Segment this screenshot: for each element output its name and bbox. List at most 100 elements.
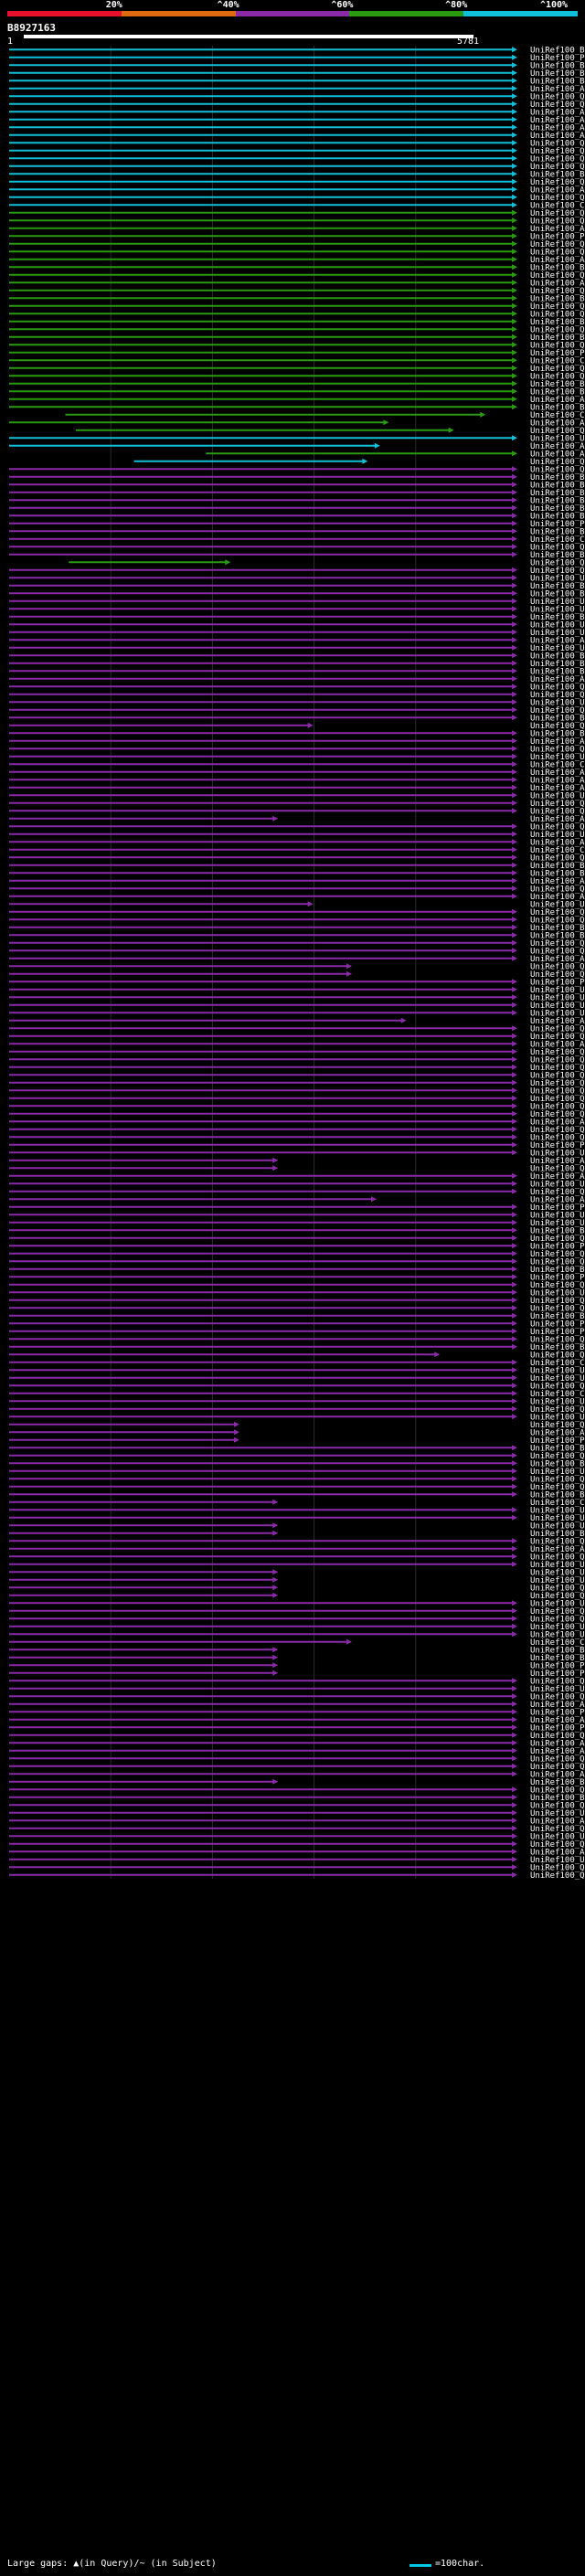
- hit-label-224: UniRef100_Q2EPS9: [530, 1786, 585, 1795]
- hit-label-20: UniRef100_C7L5E7: [530, 201, 585, 210]
- hit-arrow-112: [512, 917, 517, 923]
- hit-27: UniRef100_A2ZCE6: [9, 256, 585, 265]
- identity-bin-label-0: 20%: [105, 0, 122, 10]
- hit-12: UniRef100_Q3ED75: [9, 139, 585, 148]
- hit-arrow-108: [512, 885, 517, 892]
- hit-arrow-77: [512, 644, 517, 651]
- hit-arrow-96: [512, 792, 517, 799]
- hit-106: UniRef100_B0V483: [9, 869, 585, 878]
- hit-5: UniRef100_A9PJ12: [9, 85, 585, 94]
- hit-arrow-149: [512, 1203, 517, 1210]
- hit-arrow-7: [512, 101, 517, 107]
- hit-label-74: UniRef100_UP1000...: [530, 620, 585, 630]
- hit-arrow-18: [512, 186, 517, 193]
- hit-62: UniRef100_B3M733: [9, 527, 585, 536]
- hit-80: UniRef100_B3KQU2: [9, 667, 585, 676]
- hit-label-1: UniRef100_P29828: [530, 54, 585, 63]
- hit-label-77: UniRef100_UP1000...: [530, 644, 585, 653]
- hit-202: UniRef100_Q5C8D0: [9, 1615, 585, 1624]
- hit-arrow-193: [512, 1545, 517, 1552]
- hit-label-7: UniRef100_Q9XF61: [530, 101, 585, 110]
- hit-221: UniRef100_Q4T338: [9, 1763, 585, 1772]
- hit-189: UniRef100_UP1000...: [9, 1514, 585, 1523]
- hit-136: UniRef100_Q3TVM7: [9, 1102, 585, 1111]
- hit-arrow-88: [512, 730, 517, 737]
- hit-label-96: UniRef100_UP1000...: [530, 791, 585, 800]
- hit-111: UniRef100_Q9BPP7: [9, 908, 585, 917]
- hit-label-27: UniRef100_A2ZCE6: [530, 256, 585, 265]
- hit-195: UniRef100_UP1000...: [9, 1561, 585, 1570]
- hit-label-107: UniRef100_A6W7J6: [530, 877, 585, 886]
- hit-arrow-58: [512, 497, 517, 504]
- hit-arrow-51: [374, 442, 380, 449]
- hit-71: UniRef100_UP1000...: [9, 598, 585, 607]
- hit-205: UniRef100_C3YCF8: [9, 1638, 585, 1648]
- hit-arrow-109: [512, 893, 517, 899]
- hit-186: UniRef100_B2KI00: [9, 1490, 585, 1500]
- hit-arrow-173: [512, 1390, 517, 1396]
- hit-arrow-52: [512, 451, 517, 457]
- hit-label-100: UniRef100_Q1HGL1: [530, 822, 585, 832]
- hit-label-189: UniRef100_UP1000...: [530, 1514, 585, 1523]
- hit-42: UniRef100_Q69ST6: [9, 372, 585, 381]
- hit-arrow-100: [512, 823, 517, 830]
- hit-arrow-46: [512, 404, 517, 410]
- hit-140: UniRef100_Q6AT85: [9, 1133, 585, 1142]
- hit-70: UniRef100_B4L127: [9, 589, 585, 599]
- hit-label-110: UniRef100_UP1000...: [530, 900, 585, 909]
- hit-43: UniRef100_B9FQ31: [9, 380, 585, 389]
- hit-label-169: UniRef100_C3ZGN3: [530, 1359, 585, 1368]
- hit-arrow-124: [512, 1010, 517, 1016]
- hit-arrow-82: [512, 684, 517, 690]
- hit-label-66: UniRef100_Q5JAC1: [530, 558, 585, 567]
- hit-label-99: UniRef100_A4RQ95: [530, 815, 585, 824]
- hit-3: UniRef100_B9RJ75: [9, 69, 585, 79]
- hit-label-40: UniRef100_C5YBR1: [530, 356, 585, 366]
- hit-arrow-92: [512, 761, 517, 768]
- hit-121: UniRef100_UP1000...: [9, 986, 585, 995]
- hit-arrow-10: [512, 124, 517, 131]
- hit-arrow-20: [512, 202, 517, 208]
- hit-label-75: UniRef100_UP1000...: [530, 629, 585, 638]
- hit-147: UniRef100_Q9SRN2: [9, 1188, 585, 1197]
- hit-74: UniRef100_UP1000...: [9, 620, 585, 630]
- hit-arrow-43: [512, 380, 517, 387]
- hit-82: UniRef100_Q13087: [9, 683, 585, 692]
- hit-label-208: UniRef100_P27773: [530, 1661, 585, 1670]
- hit-label-220: UniRef100_Q4L9D1: [530, 1754, 585, 1764]
- hit-label-41: UniRef100_Q7X8B5: [530, 365, 585, 374]
- hit-arrow-19: [512, 194, 517, 200]
- hit-arrow-229: [512, 1825, 517, 1831]
- hit-label-194: UniRef100_Q4H1T4: [530, 1553, 585, 1562]
- hit-arrow-68: [512, 575, 517, 581]
- hit-98: UniRef100_Q6P3N2: [9, 807, 585, 816]
- hit-94: UniRef100_A9UUM7: [9, 776, 585, 785]
- hit-arrow-144: [272, 1165, 279, 1171]
- hit-143: UniRef100_A5LHW1: [9, 1157, 585, 1166]
- hit-170: UniRef100_UP1000...: [9, 1366, 585, 1375]
- hit-213: UniRef100_A8XPB1: [9, 1701, 585, 1710]
- hit-235: UniRef100_Q17T09: [9, 1871, 585, 1881]
- hit-label-25: UniRef100_Q53LQ0: [530, 240, 585, 249]
- hit-arrow-134: [512, 1087, 517, 1094]
- hit-arrow-131: [512, 1064, 517, 1070]
- legend-gap-text: Large gaps: ▲(in Query)/~ (in Subject): [7, 2559, 217, 2569]
- hit-arrow-34: [512, 311, 517, 317]
- hit-arrow-71: [512, 598, 517, 604]
- hit-arrow-121: [512, 986, 517, 992]
- hit-135: UniRef100_Q3TMC3: [9, 1095, 585, 1104]
- hit-label-157: UniRef100_B6K863: [530, 1266, 585, 1275]
- hit-116: UniRef100_Q3HDR2: [9, 947, 585, 956]
- hit-arrow-213: [512, 1701, 517, 1707]
- hit-28: UniRef100_B6H8E2: [9, 263, 585, 272]
- hit-label-29: UniRef100_Q5EUC6: [530, 271, 585, 281]
- hit-label-185: UniRef100_Q5R816: [530, 1483, 585, 1492]
- hit-arrow-47: [480, 411, 486, 418]
- hit-label-97: UniRef100_Q38CN3: [530, 800, 585, 809]
- hit-arrow-142: [512, 1150, 517, 1156]
- hit-label-85: UniRef100_Q14HY9: [530, 706, 585, 716]
- hit-arrow-187: [272, 1499, 279, 1505]
- hit-65: UniRef100_B3HHW4: [9, 551, 585, 560]
- hit-18: UniRef100_A7PX08: [9, 186, 585, 195]
- hit-label-93: UniRef100_A5P447: [530, 769, 585, 778]
